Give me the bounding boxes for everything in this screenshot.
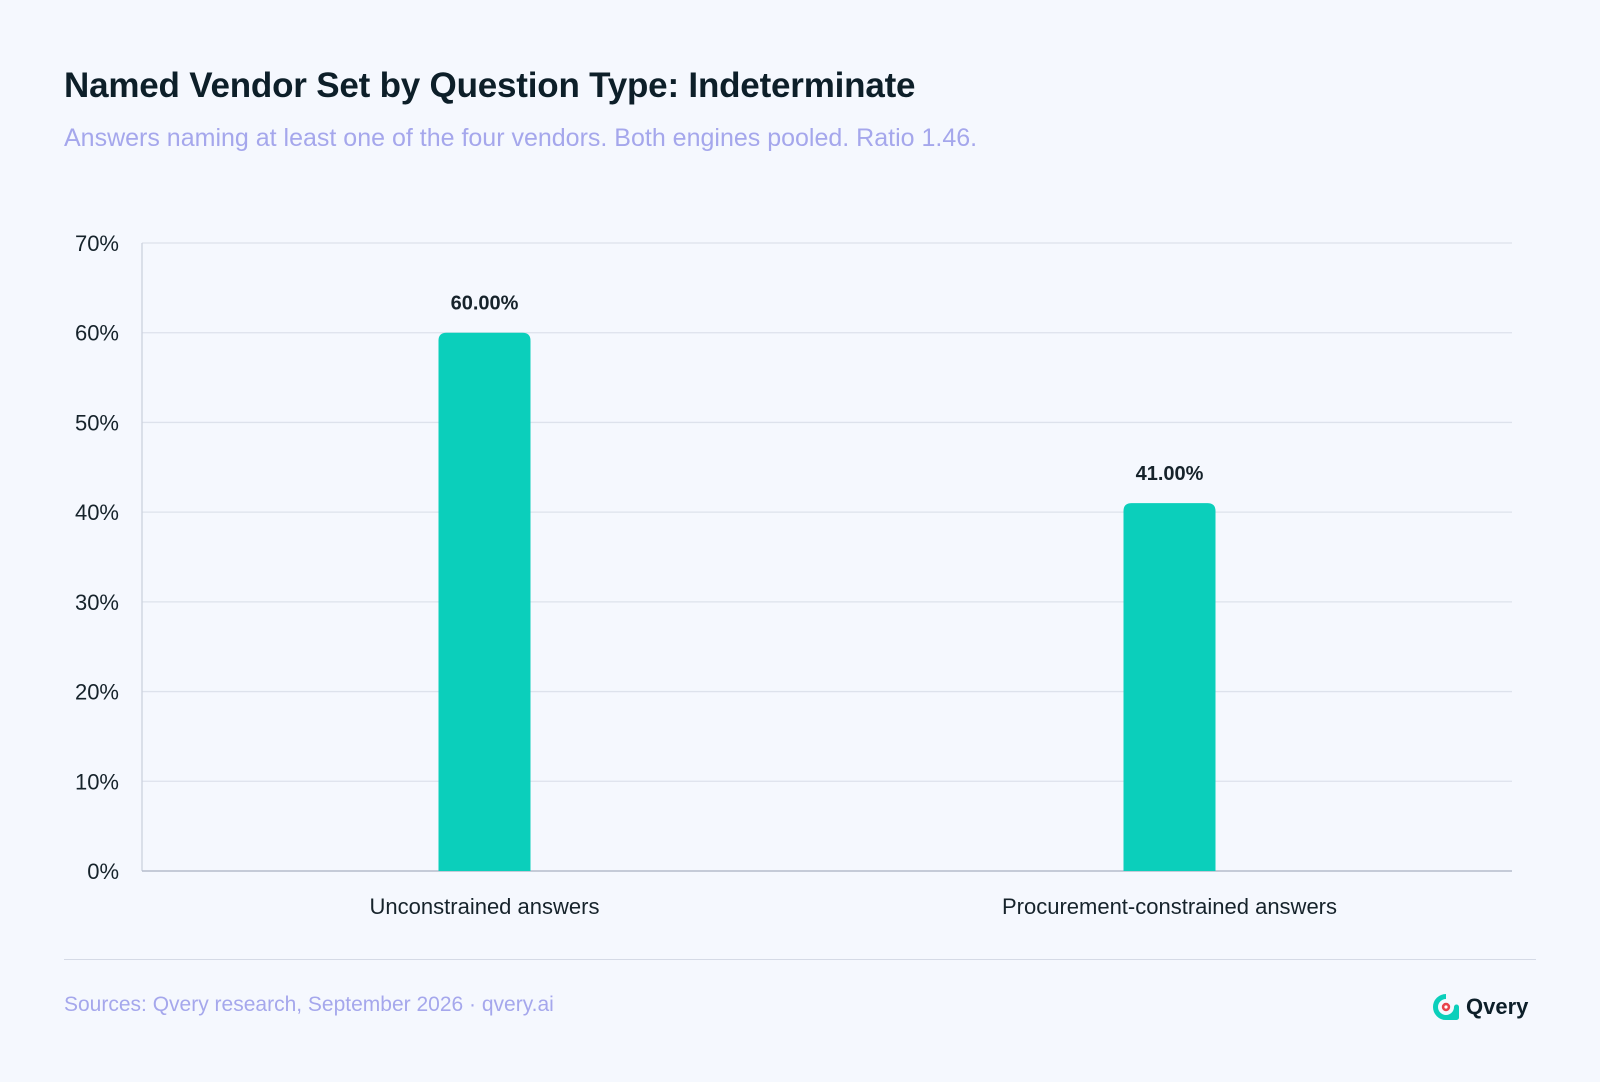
y-tick-label: 70%: [75, 231, 119, 256]
bar-value-label: 41.00%: [1136, 463, 1204, 485]
y-tick-label: 0%: [87, 859, 119, 884]
bar: [438, 332, 531, 871]
bars: [438, 332, 1216, 871]
brand-name: Qvery: [1466, 994, 1529, 1019]
footer-divider: [64, 959, 1536, 960]
axes: [141, 243, 1512, 872]
brand: Qvery: [1433, 992, 1528, 1022]
x-category-label: Procurement-constrained answers: [1002, 894, 1337, 919]
sources-note: Sources: Qvery research, September 2026 …: [64, 993, 554, 1016]
labels: 0% 10% 20% 30% 40% 50% 60% 70% 60.00% Unconstrain…: [75, 231, 1337, 919]
chart-subtitle: Answers naming at least one of the four …: [64, 124, 978, 152]
qvery-logo-icon: [1433, 994, 1459, 1020]
x-category-label: Unconstrained answers: [370, 894, 600, 919]
bar: [1123, 503, 1216, 871]
gridlines: [142, 242, 1512, 782]
bar-chart: 0% 10% 20% 30% 40% 50% 60% 70% 60.00% Unconstrain…: [75, 231, 1512, 919]
y-tick-label: 20%: [75, 680, 119, 705]
y-tick-label: 30%: [75, 590, 119, 615]
y-tick-label: 60%: [75, 321, 119, 346]
chart-title: Named Vendor Set by Question Type: Indet…: [64, 66, 916, 105]
y-tick-label: 10%: [75, 769, 119, 794]
y-tick-label: 40%: [75, 500, 119, 525]
bar-value-label: 60.00%: [451, 293, 519, 315]
y-tick-label: 50%: [75, 410, 119, 435]
